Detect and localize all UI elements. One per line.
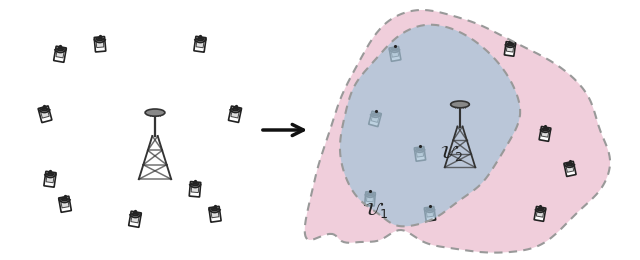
Text: $\mathcal{U}_1$: $\mathcal{U}_1$ <box>365 200 388 220</box>
Ellipse shape <box>145 109 165 116</box>
FancyBboxPatch shape <box>534 206 546 221</box>
FancyBboxPatch shape <box>209 206 221 222</box>
PathPatch shape <box>340 25 520 226</box>
FancyBboxPatch shape <box>564 161 576 176</box>
FancyBboxPatch shape <box>129 211 141 227</box>
FancyBboxPatch shape <box>389 47 401 61</box>
FancyBboxPatch shape <box>539 127 551 141</box>
FancyBboxPatch shape <box>536 209 544 217</box>
FancyBboxPatch shape <box>191 184 199 193</box>
Text: $\mathcal{U}_2$: $\mathcal{U}_2$ <box>440 143 463 163</box>
Ellipse shape <box>451 101 469 108</box>
FancyBboxPatch shape <box>61 199 69 208</box>
FancyBboxPatch shape <box>94 37 106 52</box>
FancyBboxPatch shape <box>414 147 426 161</box>
FancyBboxPatch shape <box>38 106 52 122</box>
FancyBboxPatch shape <box>196 39 204 48</box>
FancyBboxPatch shape <box>416 149 424 157</box>
FancyBboxPatch shape <box>44 171 56 187</box>
FancyBboxPatch shape <box>426 209 434 217</box>
FancyBboxPatch shape <box>506 44 514 52</box>
FancyBboxPatch shape <box>504 42 516 56</box>
FancyBboxPatch shape <box>189 181 201 197</box>
FancyBboxPatch shape <box>211 209 219 218</box>
FancyBboxPatch shape <box>54 46 67 62</box>
FancyBboxPatch shape <box>391 49 399 57</box>
FancyBboxPatch shape <box>566 164 573 172</box>
FancyBboxPatch shape <box>231 109 239 118</box>
FancyBboxPatch shape <box>369 111 381 127</box>
FancyBboxPatch shape <box>541 129 549 137</box>
PathPatch shape <box>305 10 610 253</box>
FancyBboxPatch shape <box>367 194 374 202</box>
FancyBboxPatch shape <box>371 114 380 122</box>
FancyBboxPatch shape <box>46 174 54 183</box>
FancyBboxPatch shape <box>96 39 104 48</box>
FancyBboxPatch shape <box>56 49 65 58</box>
FancyBboxPatch shape <box>131 214 140 223</box>
FancyBboxPatch shape <box>228 106 241 122</box>
FancyBboxPatch shape <box>424 207 436 221</box>
FancyBboxPatch shape <box>194 36 206 52</box>
FancyBboxPatch shape <box>365 192 375 206</box>
FancyBboxPatch shape <box>40 108 49 118</box>
FancyBboxPatch shape <box>59 196 71 212</box>
